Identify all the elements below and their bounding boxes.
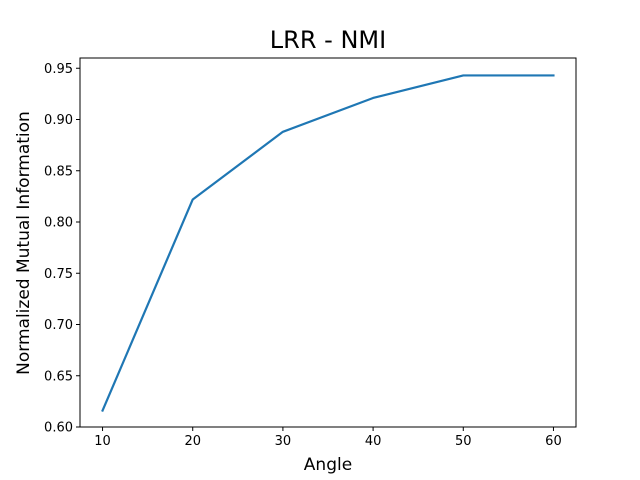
axes-frame — [79, 57, 577, 428]
y-tick-label: 0.70 — [44, 318, 73, 333]
y-tick-label: 0.95 — [44, 62, 73, 77]
x-axis-label: Angle — [304, 455, 352, 475]
y-tick-label: 0.65 — [44, 369, 73, 384]
x-tick-label: 10 — [94, 434, 111, 449]
plot-area: 10 20 30 40 50 60 0.60 0.65 0.70 0.75 0.80 0.85 0.90… — [44, 57, 577, 449]
chart-title: LRR - NMI — [270, 26, 386, 54]
x-tick-label: 50 — [455, 434, 472, 449]
y-axis-label: Normalized Mutual Information — [14, 111, 34, 375]
x-tick-label: 20 — [184, 434, 201, 449]
y-tick-label: 0.75 — [44, 267, 73, 282]
x-tick-label: 30 — [275, 434, 292, 449]
y-tick-label: 0.90 — [44, 113, 73, 128]
y-tick-label: 0.80 — [44, 216, 73, 231]
y-tick-label: 0.60 — [44, 421, 73, 436]
x-tick-label: 60 — [545, 434, 562, 449]
y-tick-label: 0.85 — [44, 164, 73, 179]
series-line-0 — [101, 74, 555, 413]
x-tick-label: 40 — [365, 434, 382, 449]
